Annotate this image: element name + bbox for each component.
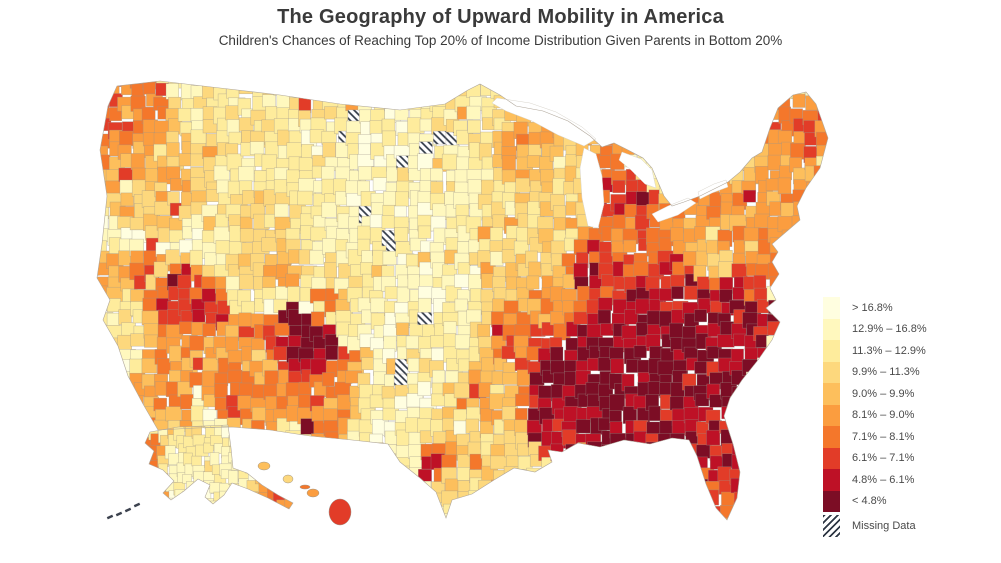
mainland-outline [96, 80, 829, 521]
legend-label: 9.0% – 9.9% [852, 387, 915, 400]
chart-title: The Geography of Upward Mobility in Amer… [277, 6, 724, 28]
legend-item: 9.0% – 9.9% [823, 383, 995, 405]
legend-swatch [823, 361, 840, 383]
legend-label: Missing Data [852, 520, 916, 532]
legend-swatch [823, 447, 840, 469]
legend-item: 12.9% – 16.8% [823, 318, 995, 340]
legend-item: 4.8% – 6.1% [823, 469, 995, 491]
legend-label: 6.1% – 7.1% [852, 452, 915, 465]
missing-data-hatch-swatch [823, 515, 840, 537]
map-legend: > 16.8% 12.9% – 16.8% 11.3% – 12.9% 9.9%… [823, 297, 995, 537]
legend-label: 4.8% – 6.1% [852, 473, 915, 486]
legend-label: > 16.8% [852, 301, 893, 314]
chart-subtitle: Children's Chances of Reaching Top 20% o… [218, 33, 783, 48]
alaska-outline [144, 424, 294, 510]
legend-label: 11.3% – 12.9% [852, 344, 926, 357]
legend-swatch [823, 318, 840, 340]
great-lakes [491, 97, 729, 229]
hawaii-inset [257, 461, 352, 526]
county-cells-mainland [97, 81, 828, 520]
legend-swatch [823, 426, 840, 448]
legend-label: 9.9% – 11.3% [852, 366, 920, 379]
maui [306, 488, 320, 498]
legend-label: < 4.8% [852, 495, 887, 508]
legend-item: 8.1% – 9.0% [823, 404, 995, 426]
hawaii-big-island [328, 498, 352, 526]
legend-swatch [823, 297, 840, 319]
legend-item: 9.9% – 11.3% [823, 361, 995, 383]
oahu [282, 474, 294, 484]
aleutian-islands [106, 502, 141, 520]
kauai [257, 461, 271, 471]
legend-swatch [823, 490, 840, 512]
legend-swatch [823, 404, 840, 426]
chart-header: The Geography of Upward Mobility in Amer… [0, 6, 1001, 48]
legend-item: > 16.8% [823, 297, 995, 319]
legend-label: 7.1% – 8.1% [852, 430, 915, 443]
legend-label: 8.1% – 9.0% [852, 409, 915, 422]
legend-item: < 4.8% [823, 490, 995, 512]
legend-item: 11.3% – 12.9% [823, 340, 995, 362]
legend-swatch [823, 383, 840, 405]
legend-item-missing-data: Missing Data [823, 515, 995, 537]
legend-item: 6.1% – 7.1% [823, 447, 995, 469]
legend-label: 12.9% – 16.8% [852, 323, 927, 336]
legend-swatch [823, 340, 840, 362]
molokai [299, 484, 311, 490]
legend-swatch [823, 469, 840, 491]
legend-item: 7.1% – 8.1% [823, 426, 995, 448]
